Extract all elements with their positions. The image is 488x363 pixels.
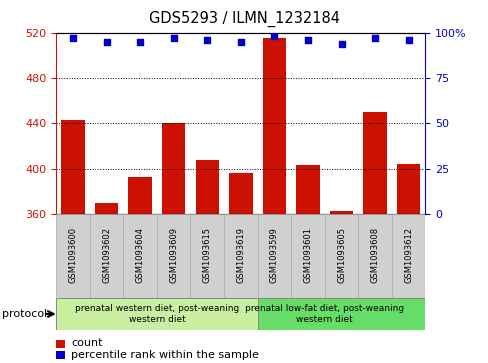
Bar xyxy=(190,214,224,299)
Bar xyxy=(396,164,420,214)
Text: count: count xyxy=(71,338,102,348)
Point xyxy=(236,39,244,45)
Point xyxy=(169,35,177,41)
Bar xyxy=(228,173,252,214)
Text: GSM1093619: GSM1093619 xyxy=(236,227,245,283)
Text: prenatal low-fat diet, post-weaning
western diet: prenatal low-fat diet, post-weaning west… xyxy=(244,304,404,324)
Bar xyxy=(363,112,386,214)
Text: GSM1093604: GSM1093604 xyxy=(135,227,144,283)
Bar xyxy=(123,214,157,299)
Point xyxy=(69,35,77,41)
Bar xyxy=(157,214,190,299)
Bar xyxy=(257,214,290,299)
Bar xyxy=(95,203,118,214)
Text: GSM1093599: GSM1093599 xyxy=(269,227,278,283)
Bar xyxy=(290,214,324,299)
Text: GSM1093601: GSM1093601 xyxy=(303,227,312,283)
Point xyxy=(404,37,412,43)
Text: percentile rank within the sample: percentile rank within the sample xyxy=(71,350,258,360)
Bar xyxy=(195,160,219,214)
Text: GSM1093615: GSM1093615 xyxy=(203,227,211,283)
Bar xyxy=(224,214,257,299)
Point xyxy=(270,33,278,39)
Bar xyxy=(358,214,391,299)
Text: GSM1093602: GSM1093602 xyxy=(102,227,111,283)
Text: GSM1093612: GSM1093612 xyxy=(403,227,412,283)
Bar xyxy=(257,298,425,330)
Text: protocol: protocol xyxy=(2,309,48,319)
Bar xyxy=(61,120,84,214)
Point xyxy=(136,39,144,45)
Bar xyxy=(128,177,152,214)
Bar xyxy=(296,166,319,214)
Bar xyxy=(90,214,123,299)
Bar xyxy=(391,214,425,299)
Point xyxy=(304,37,311,43)
Text: GSM1093609: GSM1093609 xyxy=(169,227,178,283)
Text: GSM1093605: GSM1093605 xyxy=(336,227,346,283)
Text: GDS5293 / ILMN_1232184: GDS5293 / ILMN_1232184 xyxy=(149,11,339,27)
Point xyxy=(203,37,211,43)
Bar xyxy=(56,298,257,330)
Bar xyxy=(324,214,358,299)
Point xyxy=(337,41,345,46)
Point xyxy=(370,35,378,41)
Bar xyxy=(262,38,285,214)
Text: prenatal western diet, post-weaning
western diet: prenatal western diet, post-weaning west… xyxy=(75,304,239,324)
Bar xyxy=(329,211,352,214)
Text: GSM1093600: GSM1093600 xyxy=(68,227,78,283)
Bar xyxy=(162,123,185,214)
Point xyxy=(102,39,110,45)
Bar xyxy=(56,214,90,299)
Text: GSM1093608: GSM1093608 xyxy=(370,227,379,283)
